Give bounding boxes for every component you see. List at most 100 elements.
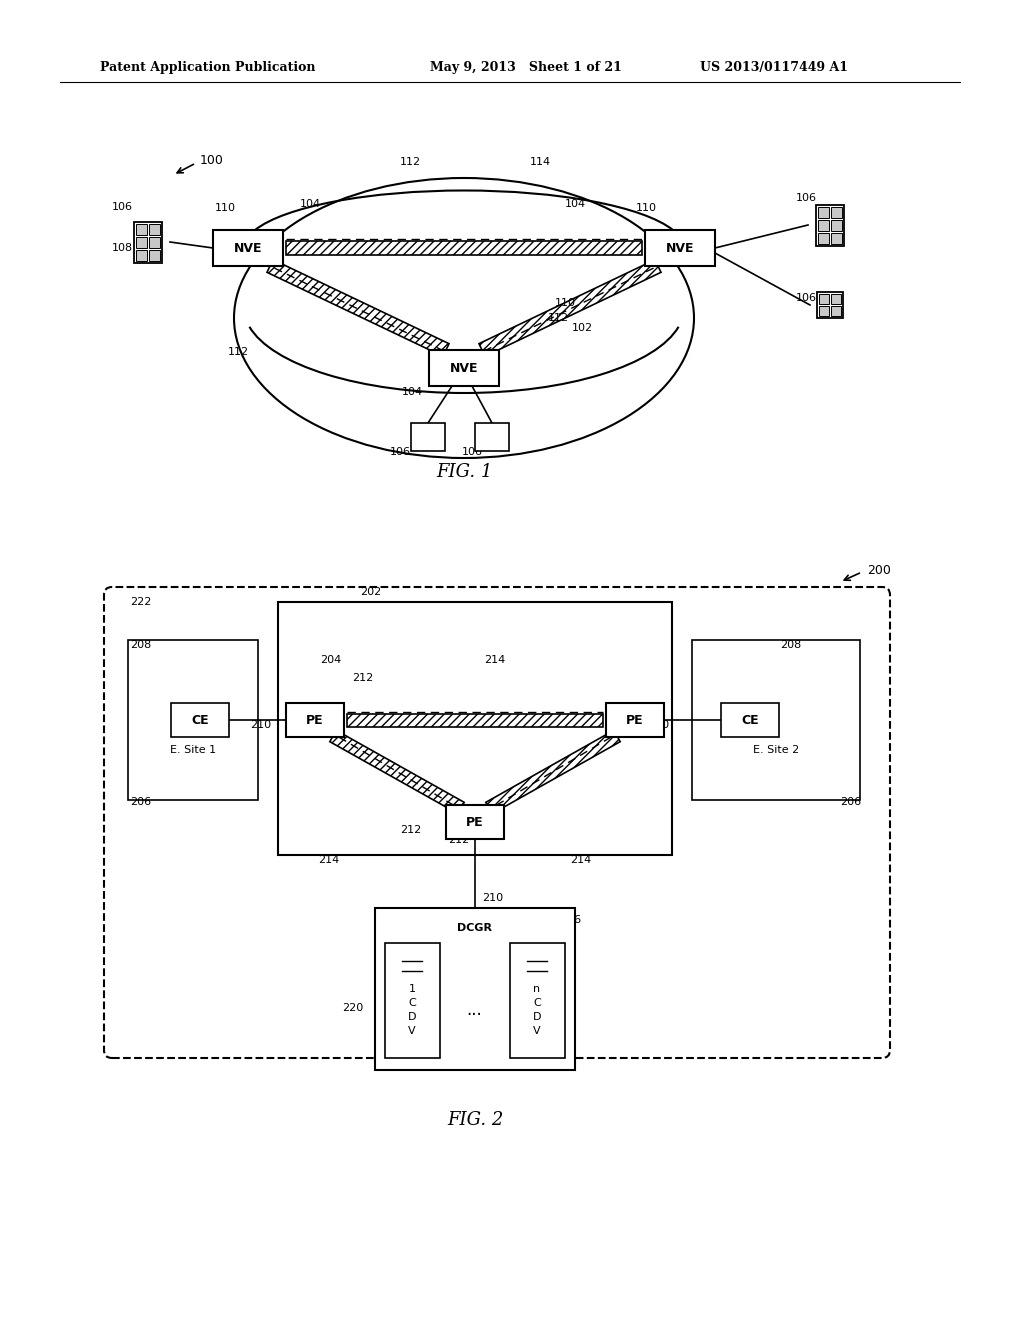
FancyBboxPatch shape xyxy=(831,294,841,304)
Text: C: C xyxy=(409,998,416,1008)
FancyBboxPatch shape xyxy=(645,230,715,267)
Text: 210: 210 xyxy=(250,719,271,730)
Bar xyxy=(479,260,662,356)
FancyBboxPatch shape xyxy=(819,294,829,304)
Text: n: n xyxy=(534,983,541,994)
FancyBboxPatch shape xyxy=(446,805,504,840)
Text: 110: 110 xyxy=(636,203,657,213)
Text: 112: 112 xyxy=(228,347,249,356)
FancyBboxPatch shape xyxy=(286,704,344,737)
Text: 214: 214 xyxy=(484,655,505,665)
FancyBboxPatch shape xyxy=(384,942,439,1057)
FancyBboxPatch shape xyxy=(831,206,842,218)
FancyBboxPatch shape xyxy=(831,219,842,231)
Text: 104: 104 xyxy=(402,387,423,397)
FancyBboxPatch shape xyxy=(816,205,844,246)
Text: 216: 216 xyxy=(560,915,582,925)
FancyBboxPatch shape xyxy=(134,222,162,263)
Text: 206: 206 xyxy=(840,797,861,807)
Text: 214: 214 xyxy=(570,855,591,865)
Text: 110: 110 xyxy=(555,298,575,308)
Text: D: D xyxy=(408,1012,416,1022)
FancyBboxPatch shape xyxy=(136,236,147,248)
Text: 106: 106 xyxy=(462,447,483,457)
FancyBboxPatch shape xyxy=(128,640,258,800)
Bar xyxy=(267,260,449,356)
Text: V: V xyxy=(409,1026,416,1036)
Text: C: C xyxy=(534,998,541,1008)
Text: V: V xyxy=(534,1026,541,1036)
FancyBboxPatch shape xyxy=(375,908,575,1071)
Text: FIG. 2: FIG. 2 xyxy=(446,1111,503,1129)
Text: 100: 100 xyxy=(200,154,224,168)
FancyBboxPatch shape xyxy=(818,219,829,231)
FancyBboxPatch shape xyxy=(150,223,160,235)
Text: 210: 210 xyxy=(648,719,669,730)
FancyBboxPatch shape xyxy=(831,232,842,243)
Text: 212: 212 xyxy=(449,836,469,845)
Text: PE: PE xyxy=(306,714,324,726)
Text: NVE: NVE xyxy=(450,362,478,375)
FancyBboxPatch shape xyxy=(411,422,445,451)
Text: CE: CE xyxy=(191,714,209,726)
Text: 112: 112 xyxy=(400,157,421,168)
Text: PE: PE xyxy=(627,714,644,726)
Text: 108: 108 xyxy=(112,243,133,253)
Text: 220: 220 xyxy=(342,1003,364,1012)
Text: NVE: NVE xyxy=(666,242,694,255)
FancyBboxPatch shape xyxy=(278,602,672,855)
FancyBboxPatch shape xyxy=(429,350,499,385)
Text: 214: 214 xyxy=(318,855,339,865)
Text: 114: 114 xyxy=(530,157,551,168)
Text: 208: 208 xyxy=(780,640,801,649)
Text: 206: 206 xyxy=(130,797,152,807)
FancyBboxPatch shape xyxy=(818,232,829,243)
FancyBboxPatch shape xyxy=(150,236,160,248)
FancyBboxPatch shape xyxy=(817,292,843,318)
Text: Patent Application Publication: Patent Application Publication xyxy=(100,62,315,74)
Text: May 9, 2013   Sheet 1 of 21: May 9, 2013 Sheet 1 of 21 xyxy=(430,62,622,74)
Text: 104: 104 xyxy=(300,199,322,209)
Text: E. Site 2: E. Site 2 xyxy=(753,744,799,755)
Text: 210: 210 xyxy=(482,894,503,903)
Text: 212: 212 xyxy=(400,825,421,836)
Text: 204: 204 xyxy=(319,655,341,665)
Text: CE: CE xyxy=(741,714,759,726)
FancyBboxPatch shape xyxy=(475,422,509,451)
FancyBboxPatch shape xyxy=(150,249,160,260)
Text: DCGR: DCGR xyxy=(458,923,493,933)
Text: E. Site 1: E. Site 1 xyxy=(170,744,216,755)
Text: ...: ... xyxy=(467,1001,482,1019)
FancyBboxPatch shape xyxy=(136,223,147,235)
Text: 110: 110 xyxy=(215,203,236,213)
FancyBboxPatch shape xyxy=(171,704,229,737)
FancyBboxPatch shape xyxy=(721,704,779,737)
FancyBboxPatch shape xyxy=(606,704,664,737)
Text: 218: 218 xyxy=(548,1003,569,1012)
FancyBboxPatch shape xyxy=(818,206,829,218)
Text: 106: 106 xyxy=(112,202,133,213)
Text: 104: 104 xyxy=(565,199,586,209)
Text: 200: 200 xyxy=(867,564,891,577)
Text: 112: 112 xyxy=(548,313,569,323)
Text: 202: 202 xyxy=(360,587,381,597)
Text: 106: 106 xyxy=(390,447,411,457)
FancyBboxPatch shape xyxy=(213,230,283,267)
Text: US 2013/0117449 A1: US 2013/0117449 A1 xyxy=(700,62,848,74)
Text: 106: 106 xyxy=(796,293,817,304)
Text: D: D xyxy=(532,1012,542,1022)
FancyBboxPatch shape xyxy=(692,640,860,800)
FancyBboxPatch shape xyxy=(831,306,841,315)
Text: 106: 106 xyxy=(796,193,817,203)
Text: 208: 208 xyxy=(130,640,152,649)
Bar xyxy=(330,730,464,813)
Text: PE: PE xyxy=(466,816,483,829)
Text: 212: 212 xyxy=(352,673,374,682)
Text: FIG. 1: FIG. 1 xyxy=(436,463,493,480)
FancyBboxPatch shape xyxy=(510,942,564,1057)
FancyBboxPatch shape xyxy=(819,306,829,315)
FancyBboxPatch shape xyxy=(136,249,147,260)
Text: 102: 102 xyxy=(572,323,593,333)
FancyBboxPatch shape xyxy=(104,587,890,1059)
Text: NVE: NVE xyxy=(233,242,262,255)
